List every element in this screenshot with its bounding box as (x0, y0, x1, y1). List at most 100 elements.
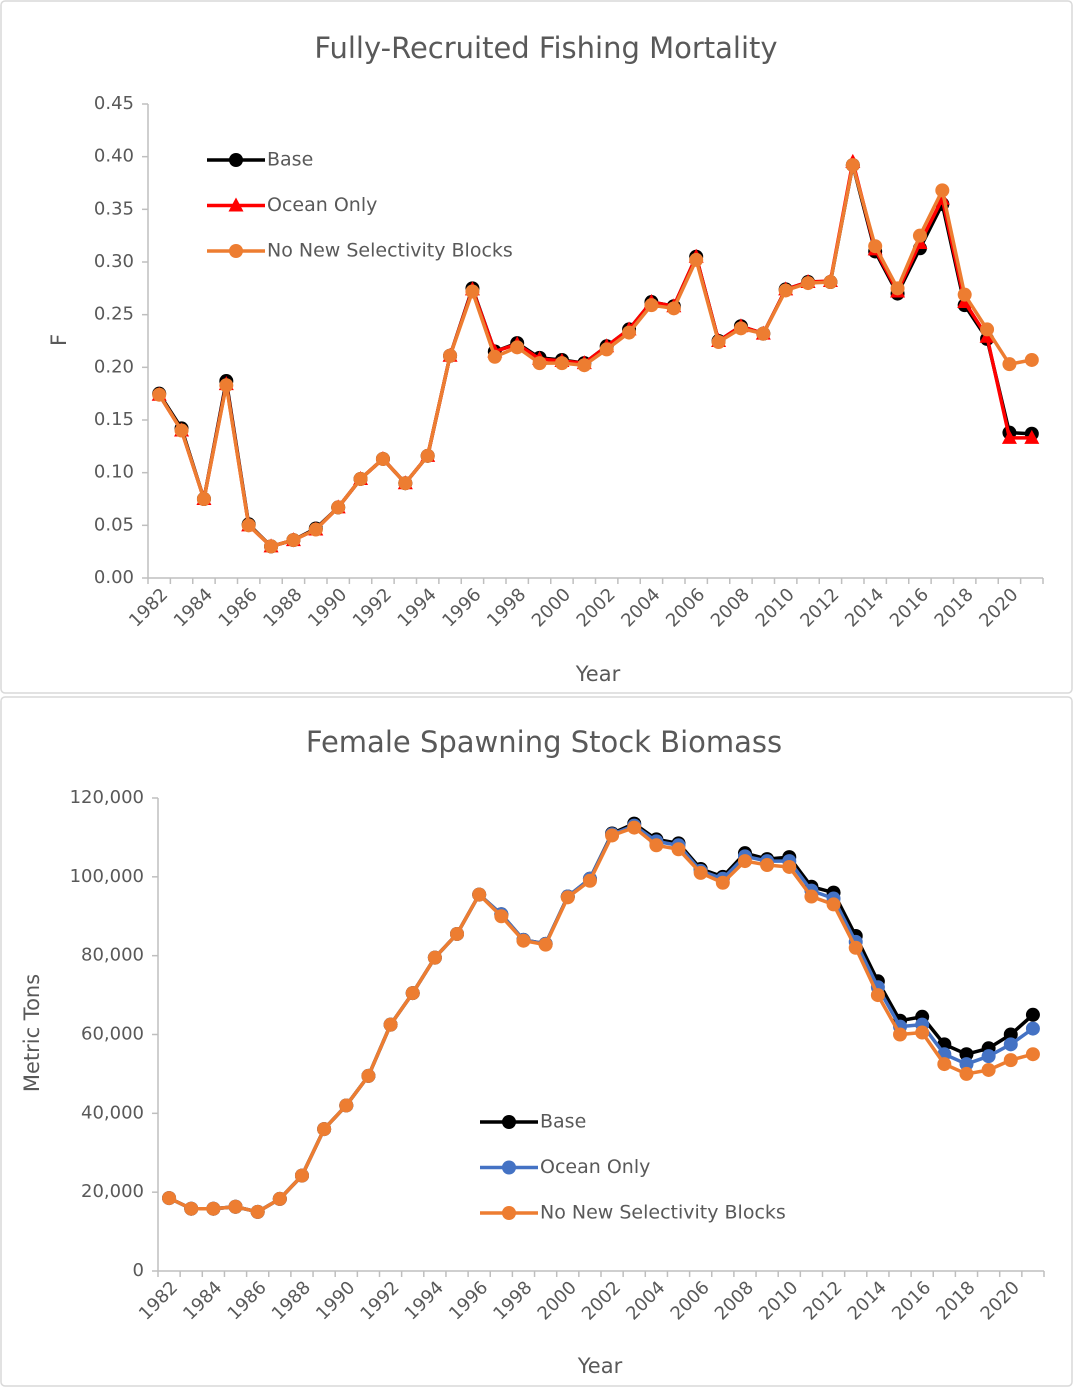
panel-border (0, 696, 1073, 1387)
data-point (599, 342, 614, 357)
data-point (494, 909, 509, 924)
data-point (649, 838, 664, 853)
x-tick-label: 2006 (662, 584, 709, 631)
data-point (1003, 1053, 1018, 1068)
data-point (1024, 429, 1040, 444)
data-point (582, 873, 597, 888)
x-tick-label: 2004 (617, 584, 664, 631)
legend-marker (228, 197, 244, 212)
x-tick-label: 1994 (401, 1277, 448, 1324)
y-tick-label: 0.45 (94, 93, 134, 114)
data-point (957, 287, 972, 302)
data-point (605, 828, 620, 843)
x-tick-label: 2008 (711, 1277, 758, 1324)
x-tick-label: 1994 (394, 584, 441, 631)
data-point (308, 522, 323, 537)
data-point (375, 451, 390, 466)
y-tick-label: 0.40 (94, 146, 134, 167)
data-point (162, 1191, 177, 1206)
data-point (870, 988, 885, 1003)
legend-label: Base (267, 149, 313, 171)
x-tick-label: 1984 (179, 1277, 226, 1324)
data-point (1003, 1027, 1018, 1042)
x-tick-label: 1992 (356, 1277, 403, 1324)
data-point (666, 301, 681, 316)
y-tick-label: 0.00 (94, 567, 134, 588)
x-tick-label: 1982 (135, 1277, 182, 1324)
data-point (405, 986, 420, 1001)
data-point (465, 284, 480, 299)
x-tick-label: 2012 (796, 584, 843, 631)
data-point (228, 1199, 243, 1214)
x-tick-label: 1984 (170, 584, 217, 631)
data-point (1003, 1037, 1018, 1052)
x-tick-label: 2014 (841, 584, 888, 631)
x-tick-label: 2000 (534, 1277, 581, 1324)
x-tick-label: 2018 (932, 1277, 979, 1324)
x-tick-label: 1986 (215, 584, 262, 631)
data-point (935, 183, 950, 198)
data-point (317, 1122, 332, 1137)
data-point (339, 1098, 354, 1113)
data-point (398, 476, 413, 491)
data-point (331, 500, 346, 515)
legend-label: Ocean Only (267, 194, 377, 216)
data-point (443, 348, 458, 363)
data-point (264, 539, 279, 554)
data-point (981, 1049, 996, 1064)
y-tick-label: 0 (133, 1260, 144, 1281)
data-point (1001, 429, 1017, 444)
y-tick-label: 0.35 (94, 198, 134, 219)
y-tick-label: 60,000 (81, 1024, 144, 1045)
x-tick-label: 2018 (931, 584, 978, 631)
data-point (196, 492, 211, 506)
data-point (184, 1201, 199, 1216)
series-line (157, 163, 1033, 549)
data-point (219, 378, 234, 393)
data-point (671, 842, 686, 857)
data-point (760, 858, 775, 873)
data-point (711, 335, 726, 350)
data-point (845, 158, 860, 173)
data-point (804, 889, 819, 904)
data-point (756, 326, 771, 341)
y-tick-label: 80,000 (81, 945, 144, 966)
data-point (868, 239, 883, 254)
data-point (915, 1025, 930, 1040)
data-point (627, 820, 642, 835)
x-tick-label: 1996 (438, 584, 485, 631)
data-point (893, 1027, 908, 1042)
x-tick-label: 2008 (707, 584, 754, 631)
data-point (737, 854, 752, 869)
y-tick-label: 0.30 (94, 251, 134, 272)
y-tick-label: 20,000 (81, 1181, 144, 1202)
x-tick-label: 1988 (268, 1277, 315, 1324)
series-line (157, 160, 1032, 549)
data-point (174, 423, 189, 438)
x-tick-label: 2014 (844, 1277, 891, 1324)
x-tick-label: 1986 (224, 1277, 271, 1324)
data-point (353, 471, 368, 486)
data-point (510, 340, 525, 355)
data-point (689, 252, 704, 267)
x-tick-label: 1990 (312, 1277, 359, 1324)
y-tick-label: 40,000 (81, 1102, 144, 1123)
y-axis-label: Metric Tons (20, 974, 44, 1092)
legend-marker (502, 1115, 516, 1129)
x-tick-label: 1988 (259, 584, 306, 631)
y-tick-label: 0.20 (94, 356, 134, 377)
x-tick-label: 1982 (125, 584, 172, 631)
x-tick-label: 2016 (888, 1277, 935, 1324)
x-axis-label: Year (575, 662, 621, 686)
data-point (959, 1066, 974, 1081)
y-tick-label: 0.15 (94, 409, 134, 430)
series-line (168, 825, 1034, 1214)
data-point (560, 890, 575, 905)
data-point (272, 1191, 287, 1206)
x-tick-label: 2010 (752, 584, 799, 631)
x-tick-label: 2016 (886, 584, 933, 631)
data-point (577, 358, 592, 373)
data-point (1024, 352, 1039, 367)
